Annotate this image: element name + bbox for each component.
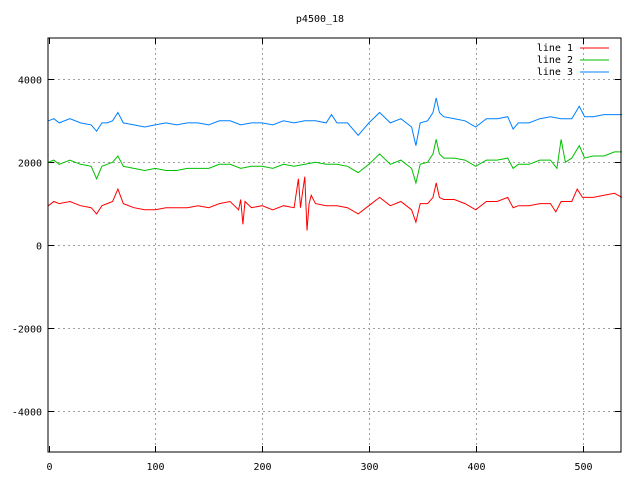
x-tick-label: 300 <box>360 462 378 473</box>
x-tick-label: 200 <box>253 462 271 473</box>
x-tick-label: 100 <box>146 462 164 473</box>
y-tick-label: -4000 <box>12 408 42 419</box>
series-line-1 <box>48 176 623 231</box>
y-tick-label: 0 <box>36 242 42 253</box>
legend-label: line 2 <box>537 55 573 66</box>
x-tick-label: 400 <box>467 462 485 473</box>
x-tick-label: 0 <box>46 462 52 473</box>
legend-label: line 3 <box>537 67 573 78</box>
x-tick-label: 500 <box>574 462 592 473</box>
legend-label: line 1 <box>537 43 573 54</box>
chart-title: p4500_18 <box>296 14 344 25</box>
series-line-3 <box>48 97 622 146</box>
y-tick-label: -2000 <box>12 325 42 336</box>
y-tick-label: 2000 <box>18 159 42 170</box>
plot-frame <box>47 37 622 453</box>
y-tick-label: 4000 <box>18 76 42 87</box>
series-line-2 <box>48 139 622 185</box>
